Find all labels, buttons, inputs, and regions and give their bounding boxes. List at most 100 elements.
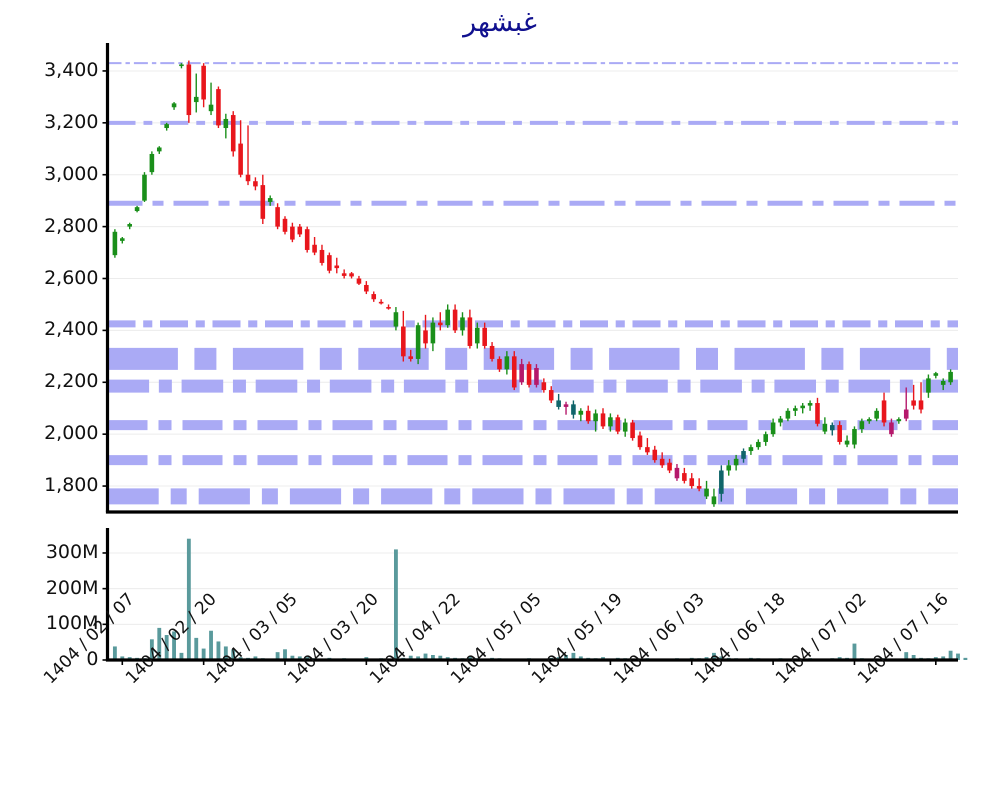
candle-body bbox=[807, 403, 813, 406]
candle-body bbox=[275, 207, 280, 227]
candle-body bbox=[837, 425, 842, 442]
candle-body bbox=[401, 326, 406, 357]
candle-body bbox=[785, 410, 791, 419]
candle-body bbox=[467, 317, 473, 346]
candle-body bbox=[445, 309, 450, 326]
price-tick-label: 3,400 bbox=[44, 58, 99, 81]
candle-body bbox=[282, 218, 288, 232]
candle-body bbox=[674, 467, 680, 479]
volume-bar bbox=[430, 655, 435, 660]
candle-body bbox=[201, 65, 206, 100]
volume-bar bbox=[164, 635, 169, 660]
volume-bar bbox=[216, 641, 221, 660]
candle-body bbox=[859, 421, 865, 429]
volume-bar bbox=[253, 656, 258, 660]
candle-body bbox=[556, 400, 561, 407]
candle-body bbox=[452, 309, 458, 331]
volume-bar bbox=[201, 648, 206, 660]
price-tick-label: 2,000 bbox=[44, 422, 99, 445]
candle-body bbox=[645, 447, 650, 453]
volume-bar bbox=[712, 652, 716, 660]
candle-body bbox=[748, 447, 754, 452]
candle-body bbox=[519, 364, 524, 383]
candle-body bbox=[756, 441, 761, 448]
candle-body bbox=[874, 410, 879, 419]
candle-body bbox=[940, 380, 946, 385]
candle-body bbox=[630, 422, 635, 439]
candle-body bbox=[526, 364, 532, 385]
volume-bar bbox=[120, 656, 125, 660]
volume-bar bbox=[578, 656, 583, 660]
candle-body bbox=[223, 118, 229, 129]
candle-body bbox=[667, 462, 672, 471]
candle-body bbox=[571, 404, 576, 415]
candle-body bbox=[682, 473, 687, 481]
candle-body bbox=[733, 458, 739, 466]
volume-bar bbox=[149, 639, 154, 660]
candle-body bbox=[608, 417, 613, 427]
candle-body bbox=[896, 419, 902, 422]
price-tick-label: 1,800 bbox=[44, 474, 99, 497]
candle-body bbox=[230, 115, 236, 152]
candle-body bbox=[829, 425, 835, 431]
volume-bar bbox=[467, 656, 472, 660]
candle-body bbox=[889, 422, 894, 435]
volume-bar bbox=[194, 637, 199, 660]
candle-body bbox=[726, 465, 732, 471]
candle-body bbox=[482, 327, 487, 346]
candle-body bbox=[312, 244, 317, 253]
candle-body bbox=[585, 410, 591, 422]
candle-body bbox=[179, 64, 184, 67]
candle-body bbox=[208, 104, 214, 112]
candle-body bbox=[341, 273, 347, 276]
volume-bar bbox=[275, 652, 280, 660]
candle-body bbox=[408, 356, 414, 359]
volume-bar bbox=[423, 653, 428, 660]
volume-tick-label: 100M bbox=[45, 612, 99, 635]
price-tick-label: 2,200 bbox=[44, 370, 99, 393]
candle-body bbox=[349, 273, 354, 277]
volume-bar bbox=[852, 643, 857, 660]
candle-body bbox=[918, 400, 924, 410]
volume-bar bbox=[564, 655, 568, 660]
candle-body bbox=[489, 345, 495, 359]
candle-body bbox=[216, 89, 221, 126]
volume-bar bbox=[290, 655, 295, 660]
candle-body bbox=[696, 486, 702, 489]
candle-body bbox=[948, 371, 953, 383]
page-title: غبشهر bbox=[463, 7, 537, 38]
candle-body bbox=[112, 231, 118, 256]
volume-bar bbox=[571, 652, 576, 660]
candle-body bbox=[881, 400, 887, 423]
candle-body bbox=[371, 294, 377, 300]
candle-body bbox=[193, 96, 199, 103]
candle-body bbox=[460, 317, 465, 331]
candle-body bbox=[933, 373, 939, 376]
candle-body bbox=[704, 488, 709, 497]
candle-body bbox=[164, 124, 169, 129]
volume-bar bbox=[904, 652, 909, 660]
candle-body bbox=[438, 322, 443, 326]
volume-bar bbox=[209, 630, 213, 660]
candle-body bbox=[504, 356, 510, 370]
candle-body bbox=[763, 434, 769, 442]
candle-body bbox=[356, 278, 362, 284]
volume-bar bbox=[179, 652, 184, 660]
candle-body bbox=[319, 249, 325, 263]
price-tick-label: 2,800 bbox=[44, 214, 99, 237]
candlestick-series bbox=[112, 60, 953, 507]
volume-bar bbox=[223, 646, 228, 660]
price-tick-label: 2,400 bbox=[44, 318, 99, 341]
candle-body bbox=[149, 153, 155, 173]
candle-body bbox=[548, 390, 554, 401]
candle-body bbox=[134, 207, 140, 212]
candle-body bbox=[364, 284, 369, 292]
reference-levels bbox=[107, 62, 958, 505]
candle-body bbox=[652, 449, 658, 461]
candle-body bbox=[903, 409, 909, 419]
volume-tick-label: 200M bbox=[45, 576, 99, 599]
price-tick-label: 2,600 bbox=[44, 266, 99, 289]
candle-body bbox=[911, 400, 916, 406]
